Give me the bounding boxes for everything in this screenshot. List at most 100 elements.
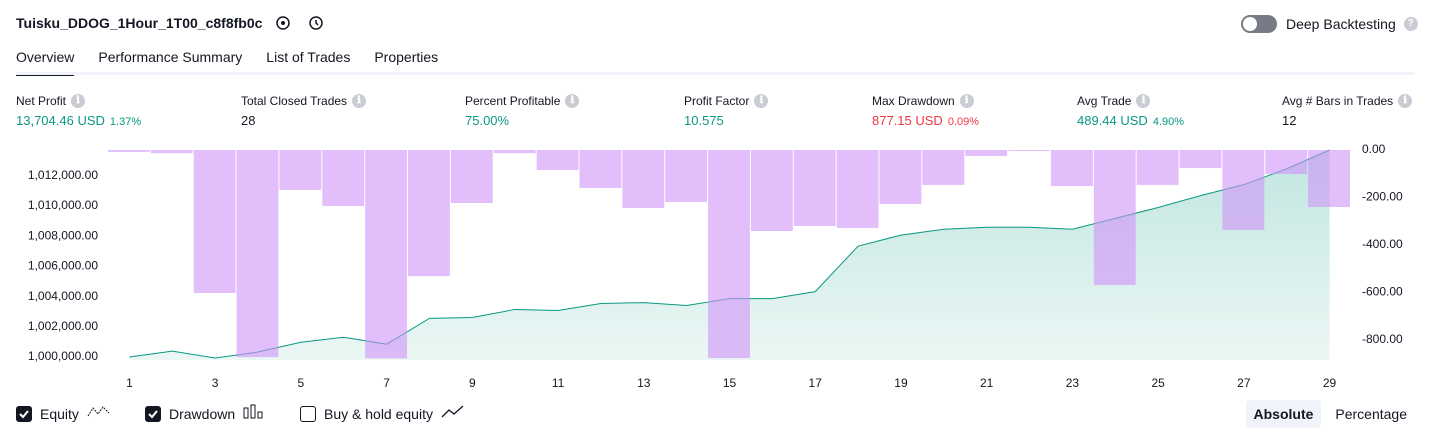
- x-tick-label: 21: [980, 376, 994, 390]
- drawdown-bar: [150, 150, 193, 154]
- y2-tick-label: 0.00: [1362, 142, 1386, 156]
- y-tick-label: 1,008,000.00: [28, 228, 98, 242]
- metric-value-row: 75.00%: [465, 113, 579, 128]
- drawdown-bar: [1050, 150, 1093, 187]
- drawdown-bar: [793, 150, 836, 227]
- legend-label: Drawdown: [169, 405, 236, 422]
- x-tick-label: 25: [1151, 376, 1165, 390]
- y2-tick-label: -800.00: [1362, 332, 1403, 346]
- drawdown-bar: [193, 150, 236, 294]
- metric-label: Avg Trade: [1077, 94, 1132, 108]
- tab[interactable]: Performance Summary: [98, 49, 243, 65]
- legend-icon: [441, 404, 465, 423]
- metric-label: Max Drawdown: [872, 94, 955, 108]
- help-icon[interactable]: ℹ: [959, 94, 974, 108]
- checkbox[interactable]: [16, 405, 32, 422]
- drawdown-bar: [365, 150, 408, 359]
- legend-item[interactable]: Drawdown: [145, 404, 267, 423]
- drawdown-bar: [536, 150, 579, 170]
- metric-value: 13,704.46 USD: [16, 113, 105, 128]
- legend-item[interactable]: Equity: [16, 404, 111, 423]
- metric-label-row: Net Profit ℹ: [16, 94, 141, 108]
- drawdown-bar: [665, 150, 708, 203]
- metric-label: Net Profit: [16, 94, 67, 108]
- equity-area: [129, 150, 1330, 360]
- drawdown-bar: [750, 150, 793, 232]
- mode[interactable]: Absolute: [1245, 400, 1322, 428]
- y-tick-label: 1,006,000.00: [28, 259, 98, 273]
- help-icon[interactable]: ℹ: [352, 94, 367, 108]
- drawdown-bar: [579, 150, 622, 189]
- legend-item[interactable]: Buy & hold equity: [300, 404, 465, 423]
- metric-value-row: 10.575: [684, 113, 768, 128]
- drawdown-bar: [1179, 150, 1222, 169]
- mode[interactable]: Percentage: [1335, 406, 1407, 422]
- metric-label-row: Avg Trade ℹ: [1077, 94, 1184, 108]
- help-icon[interactable]: ℹ: [1398, 94, 1413, 108]
- metric: Max Drawdown ℹ 877.15 USD 0.09%: [872, 94, 979, 128]
- y-tick-label: 1,010,000.00: [28, 198, 98, 212]
- metric: Avg # Bars in Trades ℹ 12: [1282, 94, 1413, 128]
- drawdown-bar: [450, 150, 493, 203]
- header-icons[interactable]: [274, 14, 324, 34]
- metric: Percent Profitable ℹ 75.00%: [465, 94, 580, 128]
- help-icon[interactable]: ℹ: [71, 94, 86, 108]
- metric: Total Closed Trades ℹ 28: [241, 94, 367, 128]
- tab-divider: [16, 72, 1415, 75]
- x-tick-label: 7: [383, 376, 390, 390]
- help-icon[interactable]: ℹ: [565, 94, 580, 108]
- drawdown-bar: [408, 150, 450, 277]
- legend-glyph: [87, 406, 110, 417]
- toggle[interactable]: [1240, 14, 1278, 34]
- help-icon[interactable]: ℹ: [1136, 94, 1151, 108]
- deep-backtesting[interactable]: Deep Backtesting ?: [1240, 14, 1418, 34]
- x-tick-label: 9: [469, 376, 476, 390]
- metric-value: 489.44 USD: [1077, 113, 1148, 128]
- y-tick-label: 1,012,000.00: [28, 168, 98, 182]
- drawdown-bar: [108, 150, 150, 152]
- metric-label: Percent Profitable: [465, 94, 561, 108]
- x-tick-label: 13: [637, 376, 651, 390]
- drawdown-bar: [1265, 150, 1308, 174]
- drawdown-bar: [922, 150, 965, 185]
- metric: Avg Trade ℹ 489.44 USD 4.90%: [1077, 94, 1184, 128]
- deep-backtesting-label: Deep Backtesting: [1286, 16, 1396, 32]
- y-tick-label: 1,004,000.00: [28, 289, 98, 303]
- drawdown-bar: [1008, 150, 1050, 151]
- metric-percent: 0.09%: [947, 116, 980, 128]
- metric-value-row: 28: [241, 113, 366, 128]
- check: [148, 409, 158, 418]
- drawdown-bar: [236, 150, 279, 358]
- legend-glyph: [243, 404, 263, 419]
- tab[interactable]: Properties: [374, 49, 439, 65]
- metric-value-row: 12: [1282, 113, 1412, 128]
- mode-switch: Absolute Percentage: [1245, 400, 1416, 428]
- x-tick-label: 19: [894, 376, 908, 390]
- metric-value: 10.575: [684, 113, 724, 128]
- checkbox[interactable]: [145, 405, 161, 422]
- metric-label-row: Profit Factor ℹ: [684, 94, 769, 108]
- metric-value-row: 13,704.46 USD 1.37%: [16, 113, 141, 128]
- y2-tick-label: -400.00: [1362, 237, 1403, 251]
- metric-value: 75.00%: [465, 113, 510, 128]
- y-tick-label: 1,002,000.00: [28, 319, 98, 333]
- x-tick-label: 11: [552, 376, 565, 390]
- tab[interactable]: List of Trades: [266, 49, 351, 65]
- x-tick-label: 3: [212, 376, 219, 390]
- legend-glyph: [441, 405, 464, 418]
- help-icon[interactable]: ?: [1403, 17, 1418, 31]
- metric-value: 877.15 USD: [872, 113, 943, 128]
- drawdown-bar: [836, 150, 879, 228]
- y2-tick-label: -200.00: [1362, 190, 1403, 204]
- metric-label-row: Percent Profitable ℹ: [465, 94, 580, 108]
- x-tick-label: 27: [1237, 376, 1251, 390]
- drawdown-bar: [622, 150, 665, 208]
- strategy-title: Tuisku_DDOG_1Hour_1T00_c8f8fb0c: [16, 15, 263, 31]
- metric-value: 12: [1282, 113, 1297, 128]
- checkbox[interactable]: [300, 405, 316, 422]
- metric-label: Profit Factor: [684, 94, 750, 108]
- metric-label: Total Closed Trades: [241, 94, 348, 108]
- help-icon[interactable]: ℹ: [754, 94, 769, 108]
- drawdown-bar: [1308, 150, 1350, 208]
- drawdown-bar: [322, 150, 365, 207]
